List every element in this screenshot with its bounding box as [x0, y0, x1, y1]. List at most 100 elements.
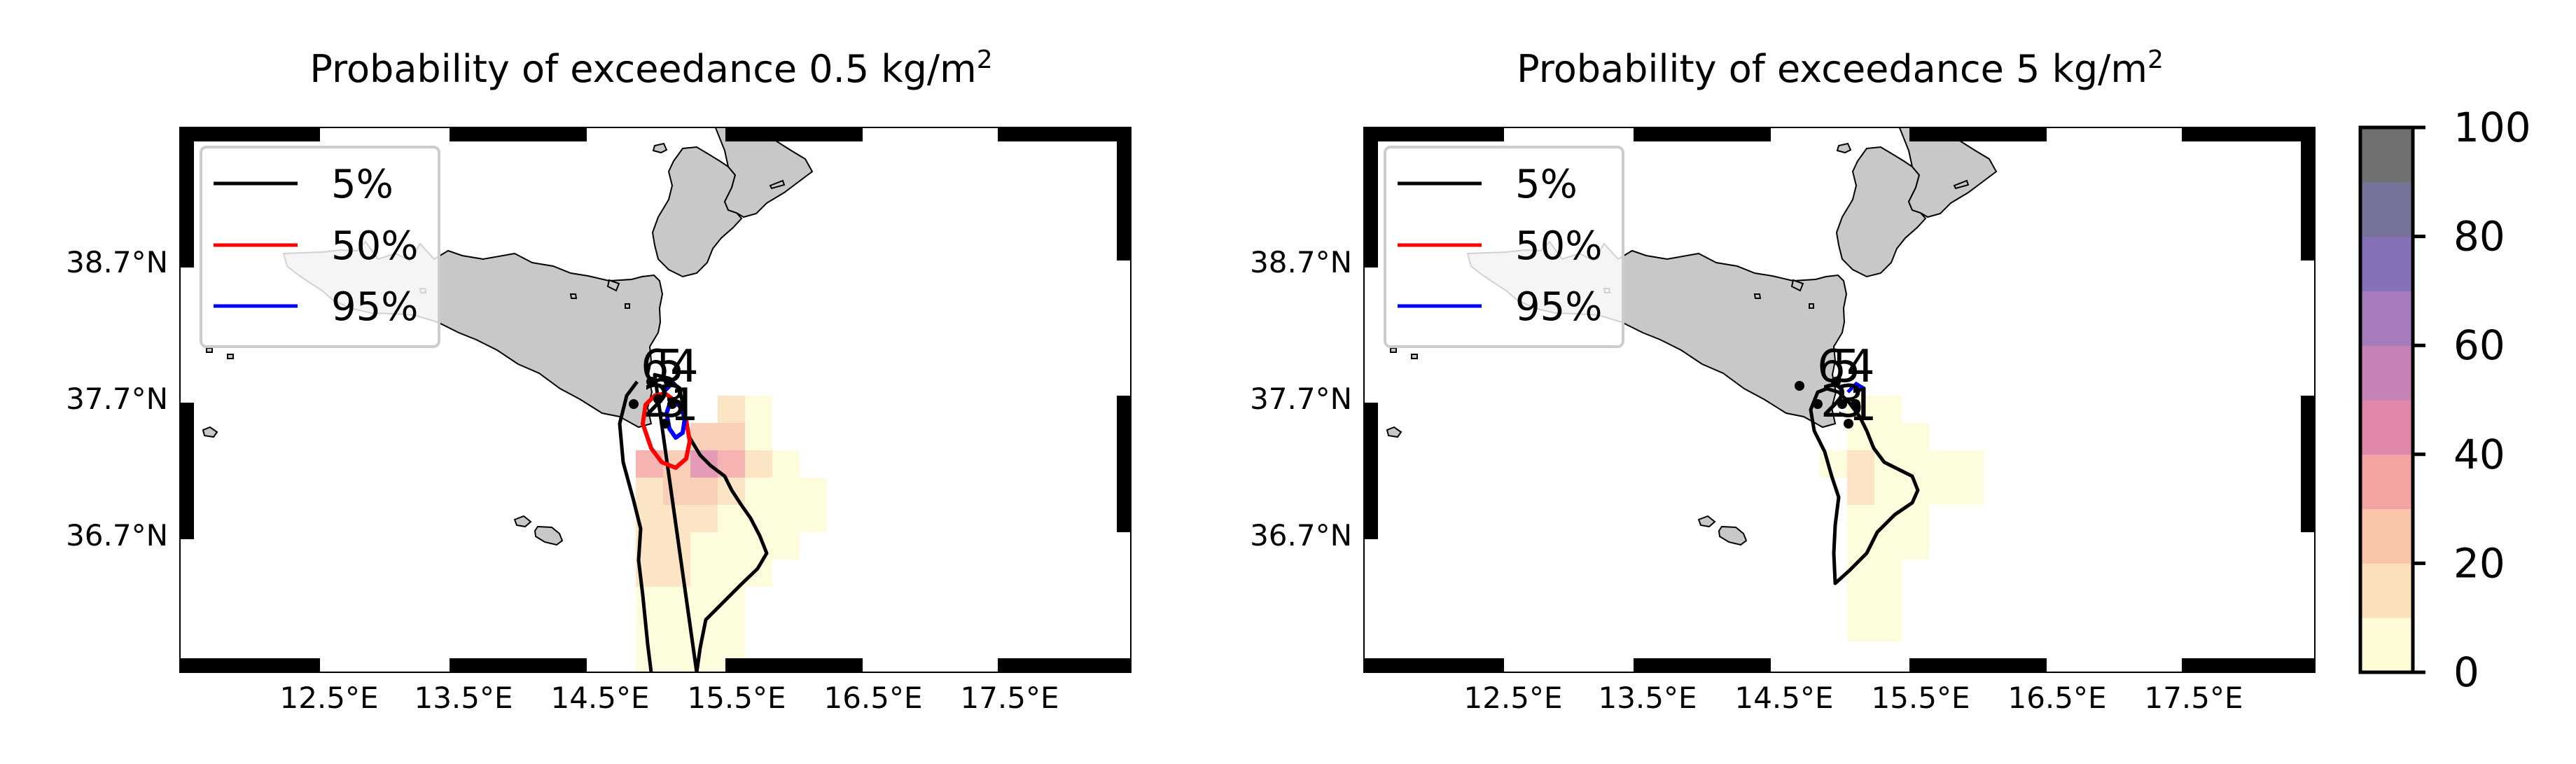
heat-cell: [1929, 478, 1956, 505]
x-tick-label: 16.5°E: [823, 681, 922, 715]
vent-marker: [629, 399, 639, 409]
vent-label: 5: [1832, 341, 1861, 393]
heat-cell: [1874, 423, 1902, 450]
colorbar-level: [2360, 291, 2413, 346]
y-tick-label: 37.7°N: [66, 382, 168, 416]
heat-cell: [663, 560, 690, 587]
map-panel-2: Probability of exceedance 5 kg/m2: [1250, 46, 2316, 715]
x-tick-label: 17.5°E: [2144, 681, 2243, 715]
heat-cell: [1956, 478, 1984, 505]
heat-cell: [718, 587, 745, 614]
probability-heatmap: [1820, 396, 1984, 641]
heat-cell: [1847, 505, 1874, 532]
heat-cell: [1847, 614, 1874, 641]
vent-marker: [1844, 419, 1853, 429]
legend-label-95: 95%: [1515, 284, 1602, 330]
vent-markers: 6 5 4 2 3 1: [629, 341, 699, 431]
colorbar-level: [2360, 508, 2413, 564]
frame-bars: [1364, 127, 2315, 672]
x-tick-label: 13.5°E: [414, 681, 513, 715]
heat-cell: [1902, 505, 1929, 532]
heat-cell: [800, 505, 827, 532]
colorbar-level: [2360, 400, 2413, 455]
vent-marker: [660, 419, 670, 429]
colorbar-frame: [2358, 125, 2415, 674]
heat-cell: [718, 614, 745, 641]
heat-cell: [772, 478, 800, 505]
heat-cell: [636, 450, 663, 478]
heat-cell: [636, 478, 663, 505]
heat-cell: [718, 505, 745, 532]
panel-title: Probability of exceedance 0.5 kg/m2: [309, 46, 992, 91]
heat-cell: [1847, 450, 1874, 478]
vent-marker: [1837, 399, 1847, 409]
vent-label: 4: [670, 341, 699, 393]
heat-cell: [772, 505, 800, 532]
probability-heatmap: [636, 396, 827, 672]
heat-cell: [772, 532, 800, 560]
heat-cell: [718, 423, 745, 450]
colorbar-level: [2360, 618, 2413, 673]
vent-markers: 6 5 4 2 3 1: [1795, 341, 1877, 431]
legend-label-95: 95%: [331, 284, 418, 330]
vent-marker: [1831, 377, 1841, 387]
heat-cell: [636, 587, 663, 614]
colorbar-tick-label: 40: [2453, 431, 2505, 478]
vent-label: 3: [1836, 376, 1865, 428]
heat-cell: [1874, 614, 1902, 641]
y-tick-label: 36.7°N: [1250, 518, 1352, 553]
colorbar-ticks: 0 20 40 60 80 100: [2413, 104, 2531, 696]
heat-cell: [1874, 478, 1902, 505]
y-tick-label: 38.7°N: [66, 245, 168, 279]
vent-label: 2: [1820, 376, 1849, 428]
colorbar-level: [2360, 236, 2413, 291]
heat-cell: [690, 450, 718, 478]
colorbar-level: [2360, 127, 2413, 183]
panel-title: Probability of exceedance 5 kg/m2: [1517, 46, 2164, 91]
heat-cell: [718, 560, 745, 587]
map-panel-1: Probability of exceedance 0.5 kg/m2: [66, 46, 1132, 715]
heat-cell: [745, 423, 772, 450]
heat-cell: [690, 587, 718, 614]
legend: 5% 50% 95%: [200, 146, 440, 348]
contour-95: [664, 398, 687, 440]
colorbar-level: [2360, 454, 2413, 510]
heat-cell: [1902, 423, 1929, 450]
colorbar-level: [2360, 345, 2413, 401]
legend: 5% 50% 95%: [1384, 146, 1624, 348]
heat-cell: [800, 478, 827, 505]
y-tick-labels: 38.7°N 37.7°N 36.7°N: [66, 245, 168, 553]
vent-marker: [1813, 399, 1823, 409]
y-tick-label: 37.7°N: [1250, 382, 1352, 416]
vent-label: 6: [1817, 341, 1846, 393]
vent-marker: [646, 377, 656, 387]
heat-cell: [745, 478, 772, 505]
colorbar: 0 20 40 60 80 100: [2358, 104, 2531, 696]
colorbar-tick-label: 60: [2453, 321, 2505, 369]
x-tick-labels: 12.5°E 13.5°E 14.5°E 15.5°E 16.5°E 17.5°…: [279, 681, 1059, 715]
vent-marker: [664, 377, 674, 387]
vent-label: 1: [670, 380, 699, 431]
heat-cell: [1874, 560, 1902, 587]
heat-cell: [1847, 587, 1874, 614]
vent-marker: [653, 394, 663, 404]
x-tick-label: 15.5°E: [1871, 681, 1970, 715]
colorbar-tick-label: 0: [2453, 648, 2479, 696]
legend-label-5: 5%: [1515, 162, 1578, 207]
x-tick-label: 14.5°E: [550, 681, 649, 715]
heat-cell: [745, 450, 772, 478]
heat-cell: [772, 450, 800, 478]
vent-label: 6: [641, 341, 669, 393]
contour-5: [1809, 387, 1920, 585]
heat-cell: [745, 396, 772, 423]
heat-cell: [663, 614, 690, 641]
colorbar-tick-label: 20: [2453, 539, 2505, 587]
legend-box: [200, 146, 440, 348]
heat-cell: [690, 505, 718, 532]
y-tick-labels: 38.7°N 37.7°N 36.7°N: [1250, 245, 1352, 553]
x-tick-label: 16.5°E: [2007, 681, 2106, 715]
colorbar-tick-label: 100: [2453, 104, 2531, 151]
vent-label: 1: [1849, 380, 1877, 431]
colorbar-tick-label: 80: [2453, 213, 2505, 261]
